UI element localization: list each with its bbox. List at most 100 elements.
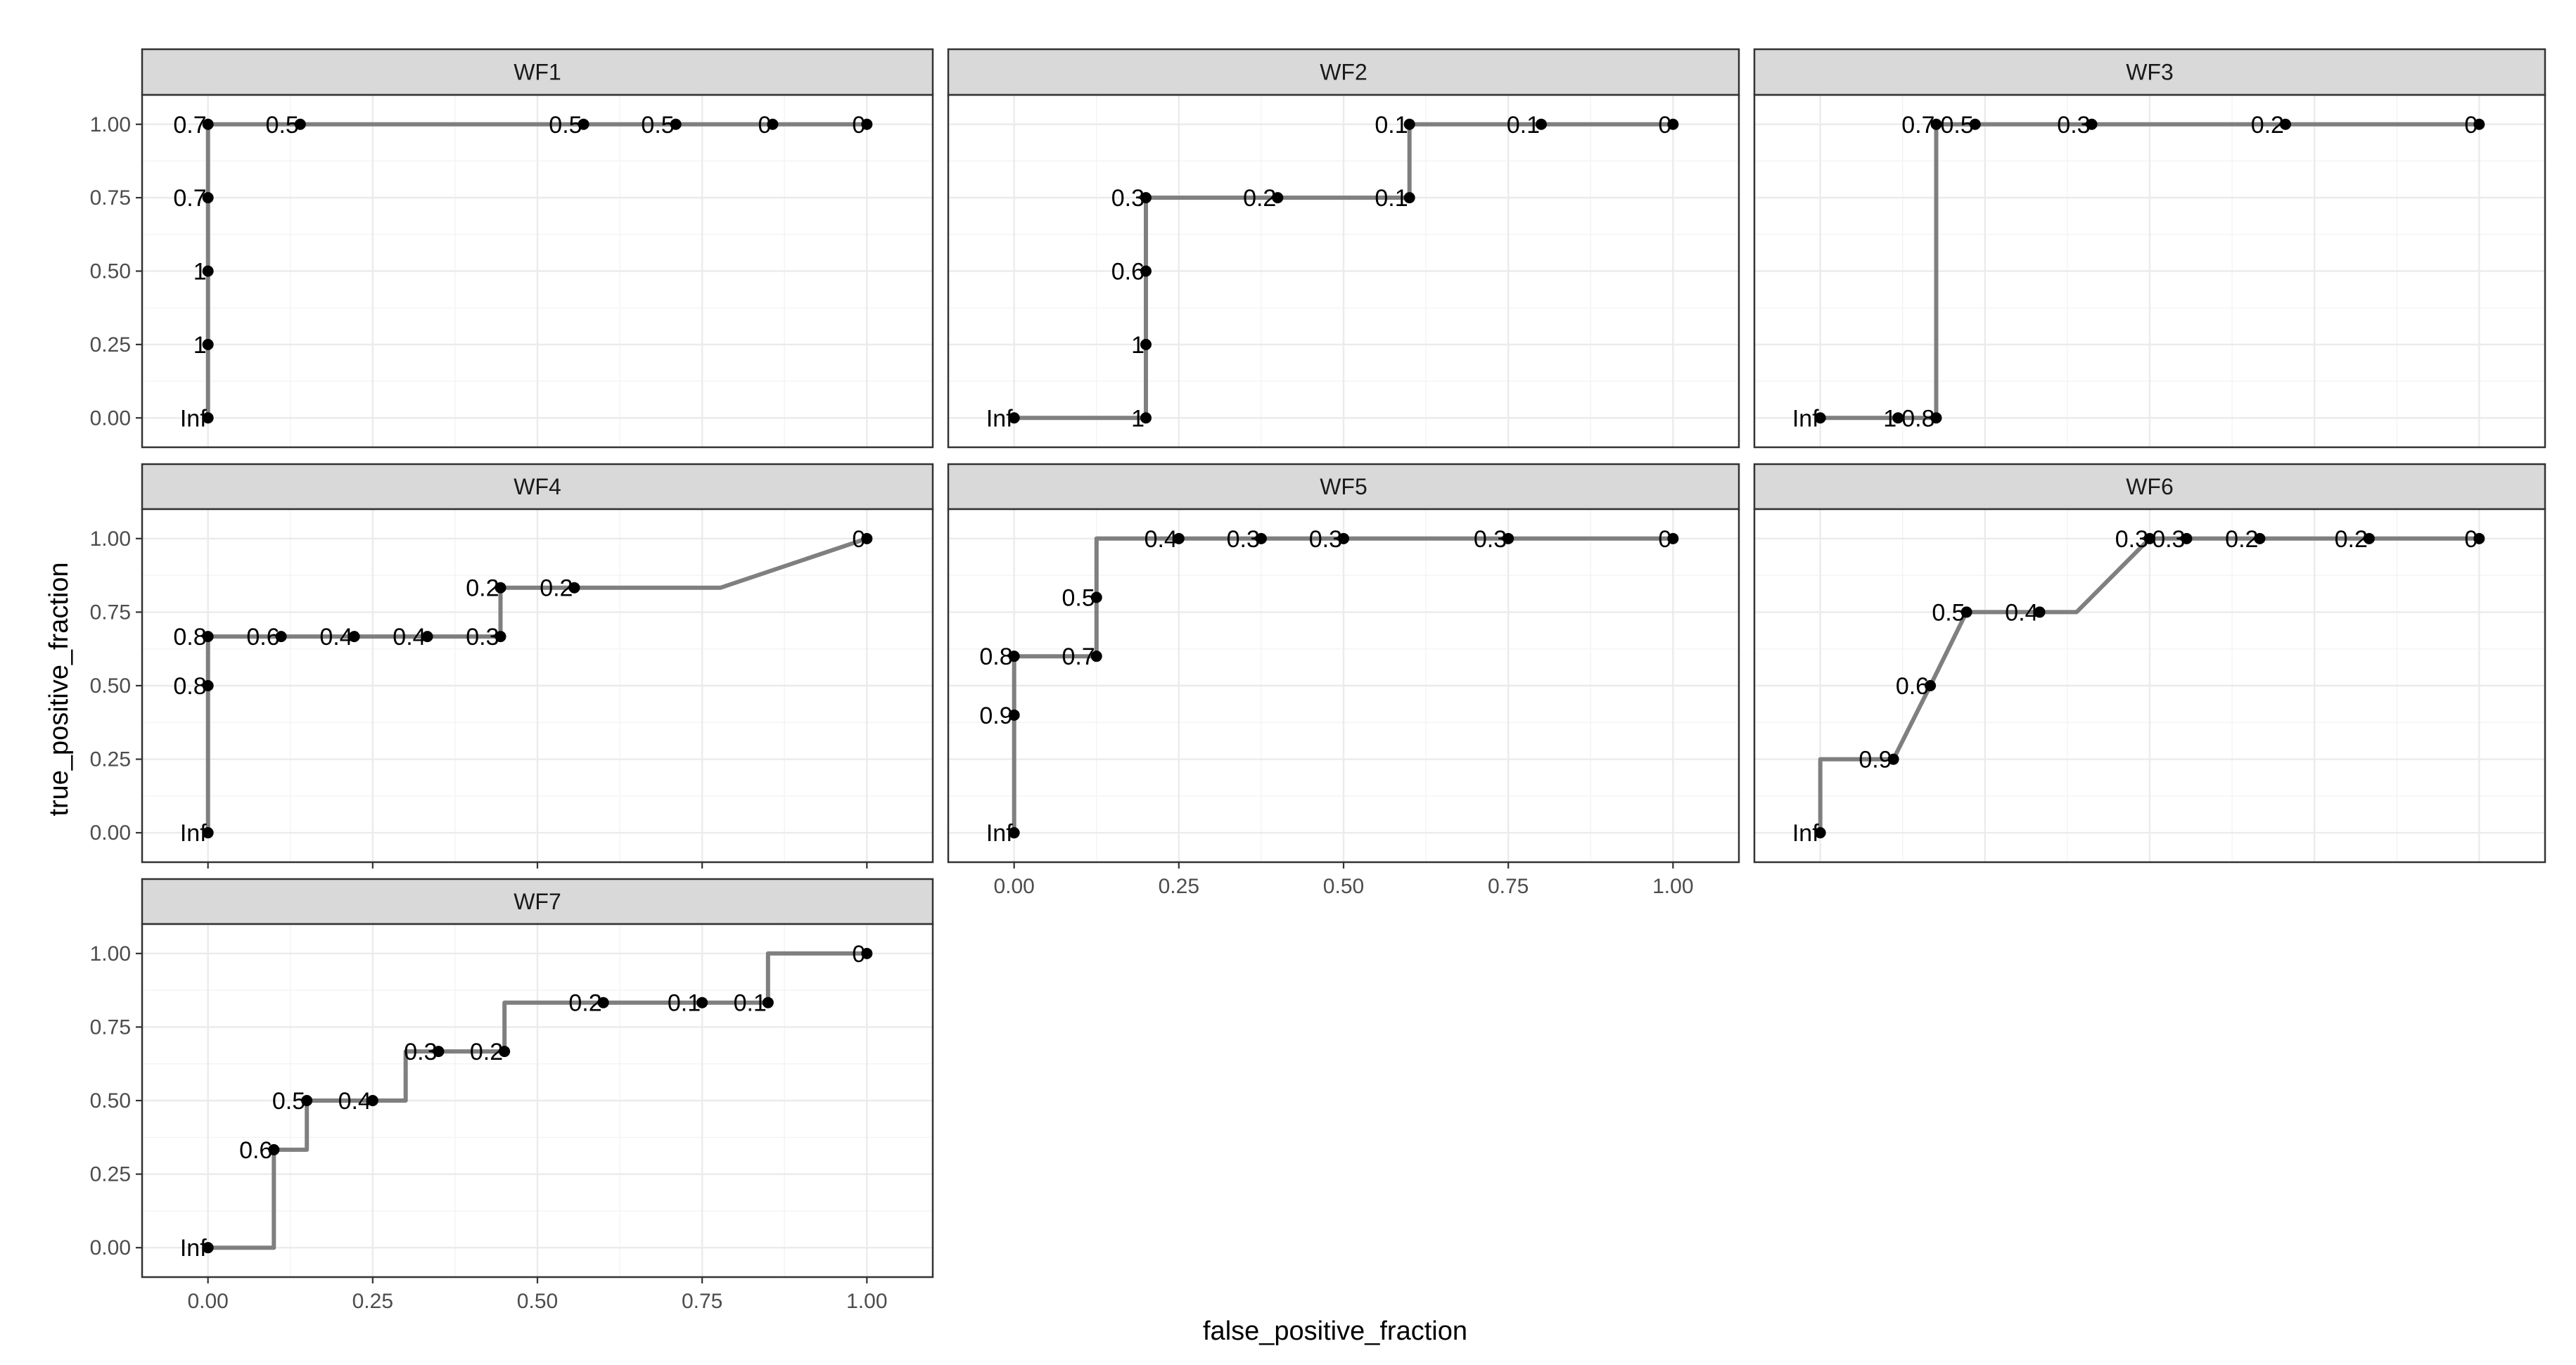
- cutoff-label: 0.2: [540, 575, 573, 602]
- roc-points: Inf 0.8 0.8 0.6 0.4 0.4 0.3 0.2 0.2 0: [173, 526, 873, 847]
- roc-point: [696, 996, 708, 1008]
- cutoff-label: 0.2: [1243, 185, 1276, 212]
- roc-point: [1960, 606, 1972, 618]
- roc-point: [597, 996, 609, 1008]
- roc-points: Inf 1 0.8 0.7 0.5 0.3 0.2 0: [1792, 112, 2485, 432]
- cutoff-label: 0.1: [1507, 112, 1540, 139]
- cutoff-label: 0.1: [734, 990, 767, 1017]
- facet-strip-label: WF7: [514, 889, 561, 914]
- facet-strip-label: WF2: [1320, 60, 1367, 85]
- cutoff-label: 0.8: [173, 673, 206, 700]
- y-tick-label: 1.00: [90, 942, 131, 966]
- roc-point: [2034, 606, 2046, 618]
- roc-point: [2144, 532, 2155, 544]
- roc-point: [1008, 709, 1020, 721]
- roc-point: [1930, 412, 1942, 424]
- y-axis: 0.00 0.25 0.50 0.75 1.00: [90, 527, 142, 845]
- facet-strip: [141, 463, 934, 511]
- facet-strip-label: WF4: [514, 474, 561, 499]
- cutoff-label: Inf: [1792, 820, 1819, 847]
- y-tick-label: 0.00: [90, 1236, 131, 1260]
- roc-point: [568, 582, 580, 594]
- y-axis-title: true_positive_fraction: [44, 562, 74, 816]
- cutoff-label: 0.2: [2251, 112, 2284, 139]
- roc-point: [767, 118, 779, 130]
- roc-point: [2473, 532, 2485, 544]
- facet-strip: [141, 48, 934, 96]
- roc-point: [499, 1046, 511, 1058]
- x-tick-label: 0.75: [1488, 875, 1529, 898]
- roc-point: [861, 532, 873, 544]
- cutoff-label: 0.5: [1932, 599, 1965, 626]
- roc-point: [762, 996, 774, 1008]
- x-tick-label: 0.25: [1159, 875, 1199, 898]
- cutoff-label: 0.6: [1896, 673, 1929, 700]
- cutoff-label: 0.5: [641, 112, 674, 139]
- cutoff-label: 0.8: [979, 643, 1012, 670]
- cutoff-label: 0.7: [173, 185, 206, 212]
- roc-point: [2181, 532, 2193, 544]
- cutoff-label: 0.4: [393, 624, 426, 651]
- roc-point: [2473, 118, 2485, 130]
- y-tick-label: 0.75: [90, 1015, 131, 1039]
- cutoff-label: 1: [193, 332, 207, 359]
- cutoff-label: Inf: [180, 820, 207, 847]
- y-tick-label: 0.00: [90, 406, 131, 430]
- cutoff-label: 0.3: [466, 624, 499, 651]
- roc-point: [1925, 680, 1937, 691]
- panel-border: [1753, 94, 2546, 449]
- cutoff-label: 0.4: [319, 624, 352, 651]
- roc-point: [294, 118, 306, 130]
- roc-curve: [1818, 536, 2482, 835]
- roc-point: [1667, 118, 1679, 130]
- cutoff-label: 0: [2464, 112, 2478, 139]
- x-tick-label: 0.00: [993, 875, 1034, 898]
- x-tick-label: 1.00: [846, 1290, 887, 1313]
- roc-point: [202, 680, 214, 691]
- roc-point: [861, 947, 873, 959]
- cutoff-label: 0.3: [2152, 526, 2185, 553]
- cutoff-label: 0.3: [1474, 526, 1507, 553]
- roc-point: [202, 338, 214, 350]
- roc-points: Inf 0.9 0.6 0.5 0.4 0.3 0.3 0.2 0.2 0: [1792, 526, 2485, 847]
- roc-point: [861, 118, 873, 130]
- y-tick-label: 1.00: [90, 113, 131, 136]
- y-tick-label: 0.25: [90, 333, 131, 357]
- cutoff-label: 1: [1883, 405, 1896, 432]
- cutoff-label: 0.7: [1901, 112, 1934, 139]
- roc-point: [1140, 192, 1152, 204]
- roc-points: Inf 1 1 0.7 0.7 0.5 0.5 0.5 0 0: [173, 112, 873, 432]
- facet-wf6: WF6 Inf 0.9 0.6 0.5 0.4 0.3 0.3 0.2 0.2 0: [1753, 463, 2546, 864]
- y-tick-label: 0.25: [90, 1163, 131, 1186]
- x-axis-title: false_positive_fraction: [1203, 1316, 1467, 1346]
- roc-point: [1173, 532, 1185, 544]
- cutoff-label: 1: [1131, 332, 1144, 359]
- cutoff-label: 0.6: [239, 1137, 272, 1164]
- cutoff-label: Inf: [986, 405, 1013, 432]
- roc-point: [1008, 827, 1020, 839]
- cutoff-label: 0.2: [568, 990, 601, 1017]
- x-axis: 0.00 0.25 0.50 0.75 1.00: [187, 1277, 888, 1313]
- roc-curve: [205, 951, 869, 1250]
- cutoff-label: 0.1: [1375, 112, 1408, 139]
- y-axis: 0.00 0.25 0.50 0.75 1.00: [90, 113, 142, 430]
- cutoff-label: 0.6: [1111, 259, 1144, 286]
- cutoff-label: 0.7: [173, 112, 206, 139]
- roc-point: [202, 827, 214, 839]
- cutoff-label: 0.2: [2225, 526, 2258, 553]
- cutoff-label: 0.9: [1858, 747, 1892, 774]
- roc-point: [202, 631, 214, 643]
- x-axis: 0.00 0.25 0.50 0.75 1.00: [993, 862, 1694, 898]
- cutoff-label: 0.2: [2335, 526, 2368, 553]
- roc-point: [202, 412, 214, 424]
- roc-curve: [205, 122, 869, 421]
- roc-point: [275, 631, 287, 643]
- cutoff-label: 0.1: [668, 990, 701, 1017]
- cutoff-label: 0: [2464, 526, 2478, 553]
- cutoff-label: 0.3: [1227, 526, 1260, 553]
- roc-point: [1140, 265, 1152, 277]
- cutoff-label: 0.1: [1375, 185, 1408, 212]
- cutoff-label: 0.4: [1144, 526, 1178, 553]
